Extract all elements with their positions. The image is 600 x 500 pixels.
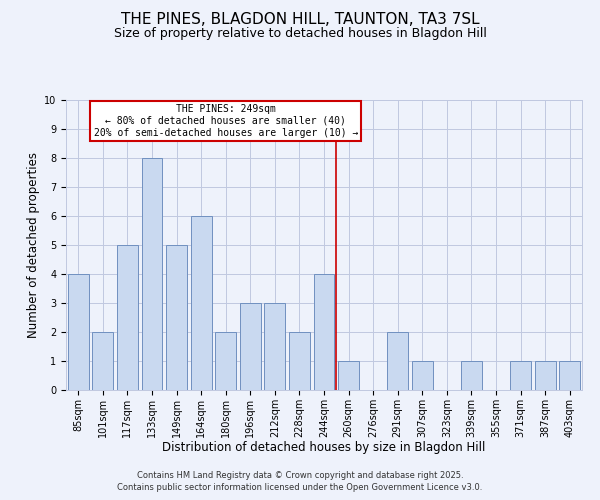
Bar — [265, 303, 286, 390]
Bar — [387, 332, 408, 390]
X-axis label: Distribution of detached houses by size in Blagdon Hill: Distribution of detached houses by size … — [163, 441, 485, 454]
Bar — [142, 158, 163, 390]
Bar — [68, 274, 89, 390]
Bar — [461, 361, 482, 390]
Bar — [338, 361, 359, 390]
Text: THE PINES, BLAGDON HILL, TAUNTON, TA3 7SL: THE PINES, BLAGDON HILL, TAUNTON, TA3 7S… — [121, 12, 479, 28]
Bar — [510, 361, 531, 390]
Text: THE PINES: 249sqm
← 80% of detached houses are smaller (40)
20% of semi-detached: THE PINES: 249sqm ← 80% of detached hous… — [94, 104, 358, 138]
Bar — [289, 332, 310, 390]
Bar — [314, 274, 334, 390]
Bar — [92, 332, 113, 390]
Bar — [191, 216, 212, 390]
Text: Contains HM Land Registry data © Crown copyright and database right 2025.
Contai: Contains HM Land Registry data © Crown c… — [118, 471, 482, 492]
Bar — [166, 245, 187, 390]
Y-axis label: Number of detached properties: Number of detached properties — [27, 152, 40, 338]
Bar — [412, 361, 433, 390]
Bar — [117, 245, 138, 390]
Text: Size of property relative to detached houses in Blagdon Hill: Size of property relative to detached ho… — [113, 28, 487, 40]
Bar — [559, 361, 580, 390]
Bar — [535, 361, 556, 390]
Bar — [240, 303, 261, 390]
Bar — [215, 332, 236, 390]
